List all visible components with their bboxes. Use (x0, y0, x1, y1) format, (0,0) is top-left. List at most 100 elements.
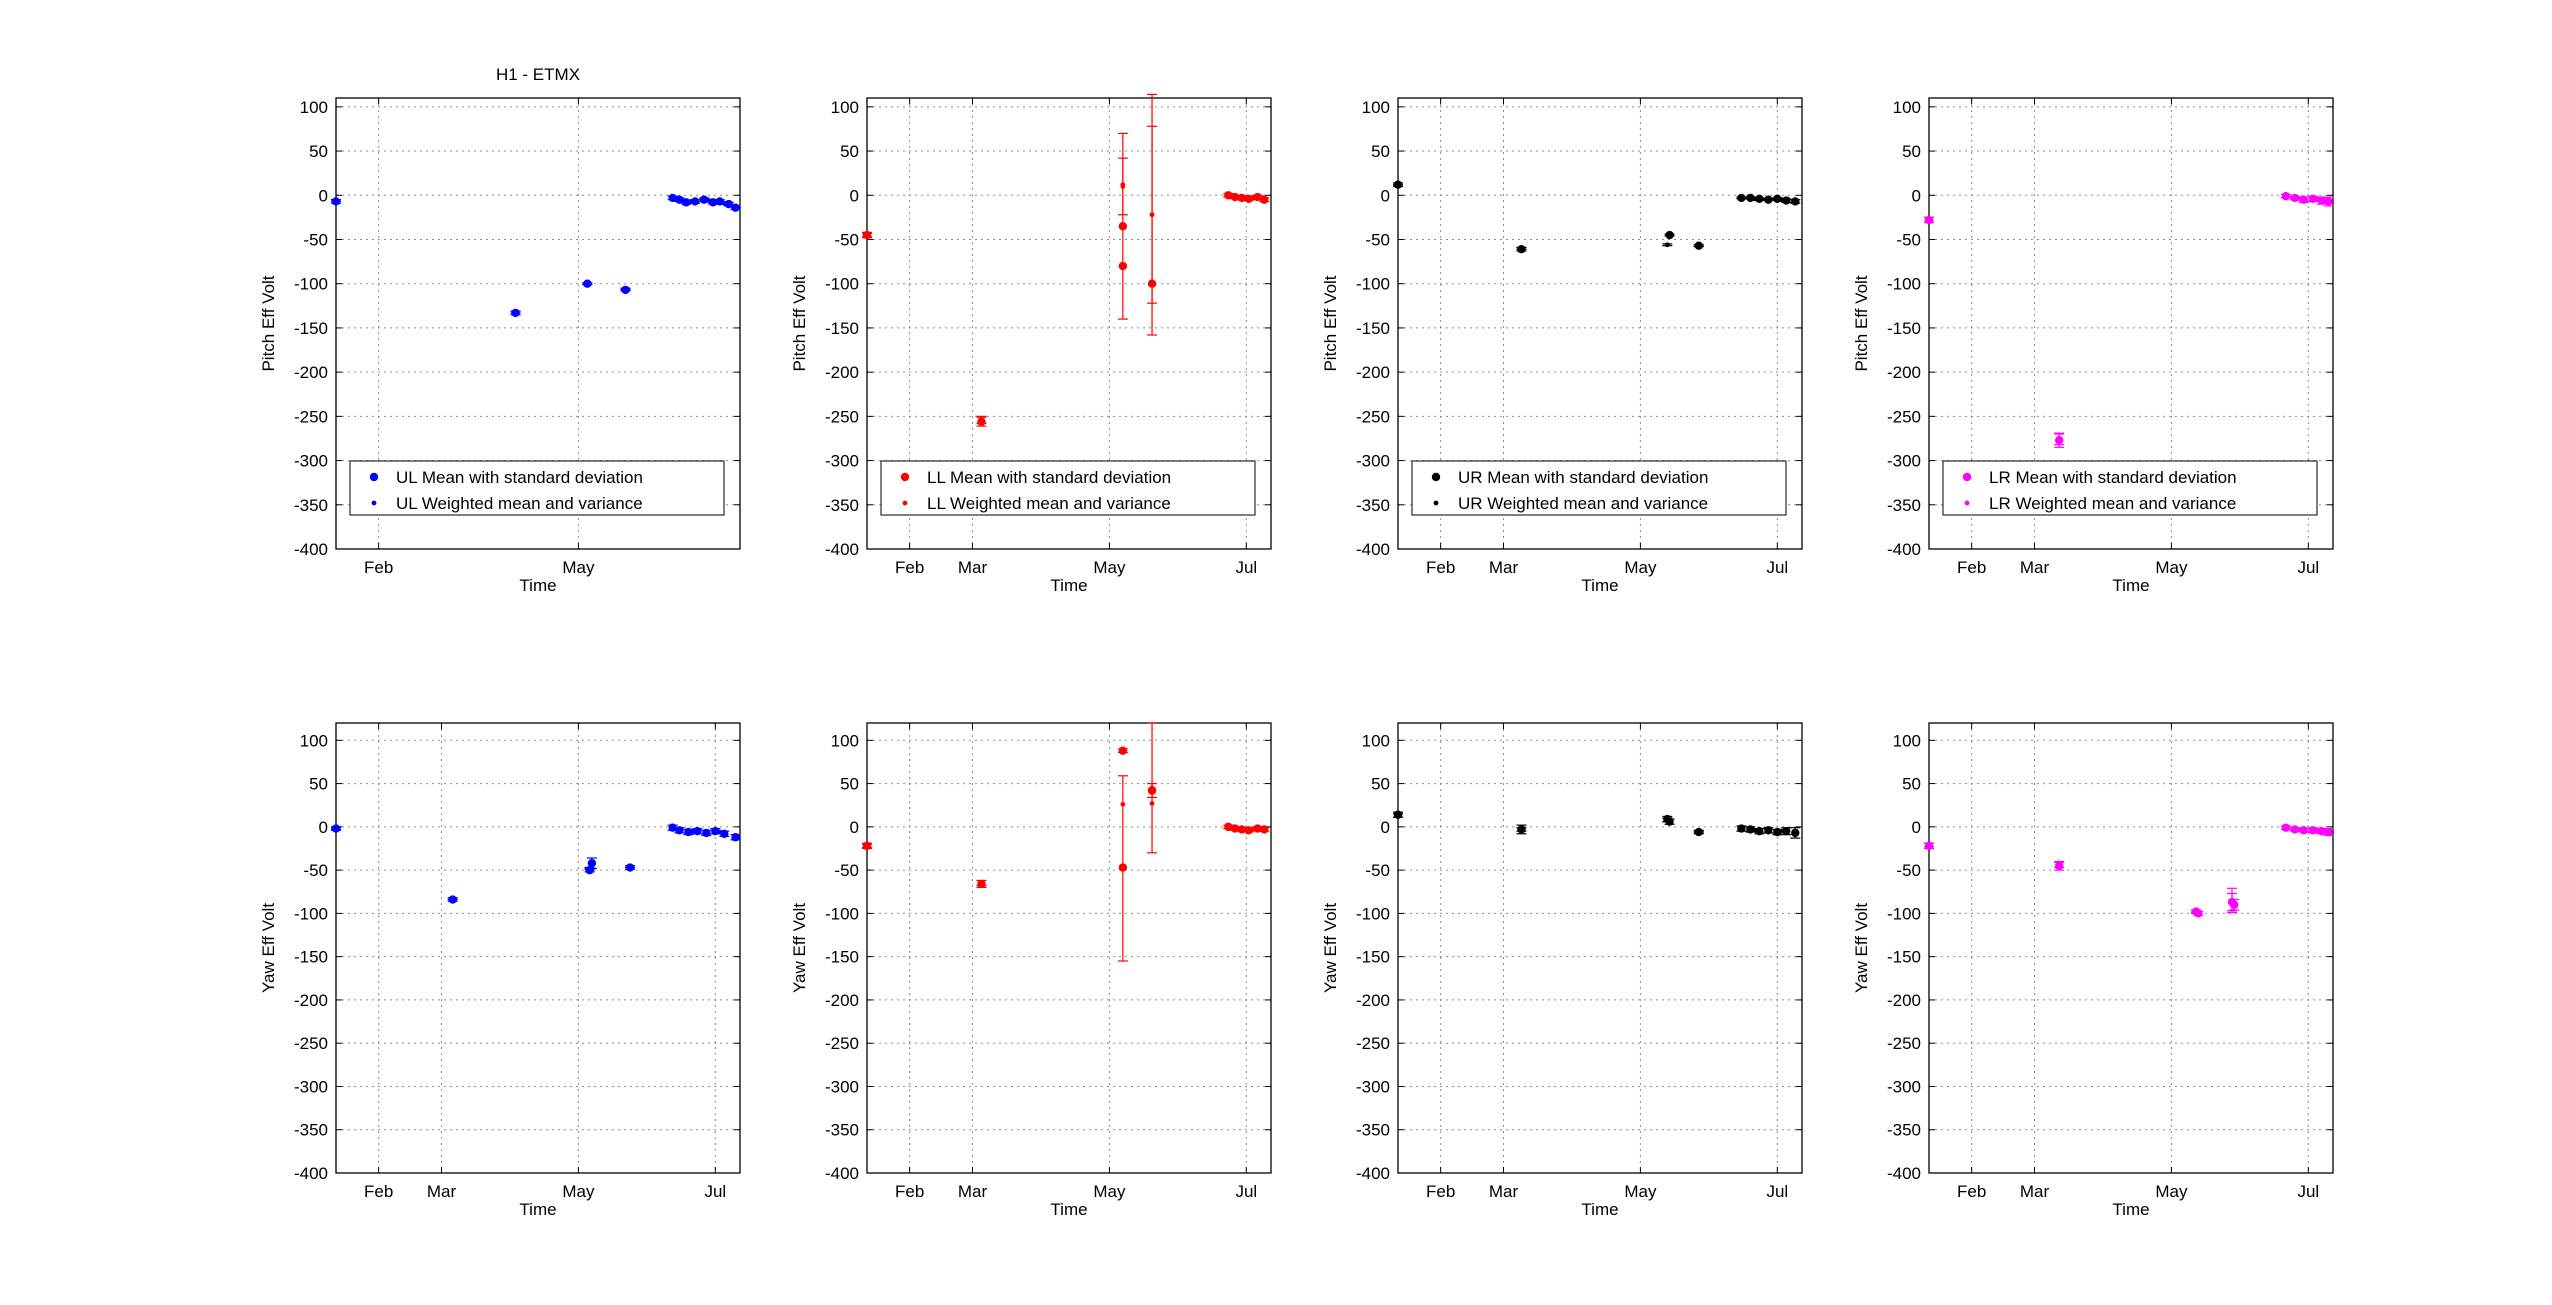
y-tick-label: 0 (850, 186, 859, 205)
x-tick-label: Mar (2020, 1182, 2050, 1201)
data-point (2056, 436, 2062, 442)
data-point (1260, 825, 1269, 834)
y-tick-label: -200 (1356, 991, 1390, 1010)
x-tick-label: Feb (895, 1182, 924, 1201)
data-point (333, 198, 339, 203)
data-point (1791, 828, 1800, 838)
y-axis-label: Yaw Eff Volt (259, 903, 278, 993)
legend-entry-label: LL Mean with standard deviation (927, 468, 1171, 487)
data-point (1250, 195, 1256, 201)
legend-entry-label: UR Weighted mean and variance (1458, 494, 1708, 513)
x-tick-label: Mar (1489, 558, 1519, 577)
data-point (1250, 827, 1256, 832)
x-tick-label: Feb (1957, 558, 1986, 577)
legend-entry-label: LR Mean with standard deviation (1989, 468, 2237, 487)
y-tick-label: -250 (294, 407, 328, 426)
legend-marker (1964, 500, 1970, 506)
legend-entry-label: UL Weighted mean and variance (396, 494, 643, 513)
data-point (2296, 827, 2302, 832)
x-axis-label: Time (1050, 576, 1087, 595)
y-tick-label: -150 (1887, 319, 1921, 338)
x-tick-label: Jul (1766, 1182, 1788, 1201)
y-tick-label: -50 (303, 861, 328, 880)
data-point (1779, 197, 1785, 203)
legend-entry-label: LR Weighted mean and variance (1989, 494, 2236, 513)
x-tick-label: May (2155, 558, 2188, 577)
y-tick-label: -400 (1356, 540, 1390, 559)
x-tick-label: Feb (1426, 558, 1455, 577)
y-tick-label: -100 (1887, 904, 1921, 923)
x-tick-label: May (1093, 558, 1126, 577)
y-tick-label: 50 (840, 775, 859, 794)
x-tick-label: Feb (364, 558, 393, 577)
y-tick-label: 50 (309, 775, 328, 794)
axes-frame (1397, 722, 1803, 1174)
data-point (864, 232, 870, 238)
x-axis-label: Time (2112, 576, 2149, 595)
y-tick-label: 50 (1371, 775, 1390, 794)
chart-panel-yaw-LR: 100 50 0 -50 -100 -150 -200 -250 -300 -350 -400 Feb… (1852, 722, 2334, 1219)
y-axis-label: Pitch Eff Volt (1321, 275, 1340, 371)
y-axis-label: Yaw Eff Volt (790, 903, 809, 993)
series-star (331, 195, 730, 315)
y-tick-label: -150 (1356, 948, 1390, 967)
y-axis-label: Pitch Eff Volt (1852, 275, 1871, 371)
y-tick-label: -200 (294, 991, 328, 1010)
y-tick-label: -200 (1887, 991, 1921, 1010)
x-axis-label: Time (519, 1200, 556, 1219)
data-point (2314, 828, 2320, 834)
data-point (1696, 829, 1702, 835)
legend-marker (1962, 472, 1972, 482)
data-point (864, 843, 870, 849)
y-tick-label: -200 (825, 991, 859, 1010)
y-tick-label: 0 (1381, 186, 1390, 205)
series-star (862, 722, 1259, 962)
plot-area (867, 723, 1271, 1173)
data-point (1395, 813, 1401, 818)
data-point (1519, 827, 1524, 832)
x-tick-label: Jul (1766, 558, 1788, 577)
data-point (587, 865, 593, 871)
y-tick-label: -200 (825, 363, 859, 382)
x-tick-label: May (1093, 1182, 1126, 1201)
y-tick-label: 0 (1912, 818, 1921, 837)
legend-marker (371, 500, 377, 506)
y-tick-label: -150 (294, 948, 328, 967)
data-point (1149, 212, 1155, 218)
x-tick-label: Mar (958, 558, 988, 577)
series-star (862, 93, 1259, 425)
y-tick-label: -350 (294, 1121, 328, 1140)
legend-entry-label: UL Mean with standard deviation (396, 468, 643, 487)
x-tick-label: Mar (2020, 558, 2050, 577)
x-tick-label: Mar (958, 1182, 988, 1201)
y-tick-label: -50 (1896, 861, 1921, 880)
y-tick-label: -100 (825, 275, 859, 294)
y-tick-label: 100 (300, 98, 328, 117)
axes-frame (1397, 97, 1803, 550)
y-tick-label: -300 (825, 1077, 859, 1096)
y-tick-label: -350 (1356, 1121, 1390, 1140)
y-axis-label: Yaw Eff Volt (1852, 903, 1871, 993)
series-star (331, 826, 725, 902)
data-point (706, 198, 711, 203)
data-point (690, 197, 700, 206)
legend-marker (1433, 500, 1439, 506)
y-tick-label: 0 (319, 818, 328, 837)
data-point (2324, 827, 2333, 837)
y-tick-label: -400 (294, 1164, 328, 1183)
y-tick-label: 0 (1912, 186, 1921, 205)
data-point (1764, 826, 1773, 835)
x-tick-label: May (2155, 1182, 2188, 1201)
data-point (1926, 842, 1932, 848)
data-point (717, 829, 723, 835)
x-tick-label: May (562, 1182, 595, 1201)
x-tick-label: May (1624, 558, 1657, 577)
y-tick-label: -350 (1887, 496, 1921, 515)
y-axis-label: Pitch Eff Volt (790, 275, 809, 371)
data-point (1752, 827, 1758, 833)
data-point (627, 864, 633, 870)
data-point (979, 417, 984, 423)
data-point (2281, 823, 2291, 832)
chart-panel-pitch-UL: 100 50 0 -50 -100 -150 -200 -250 -300 -350 -400 Feb… (259, 65, 741, 595)
y-tick-label: -150 (825, 948, 859, 967)
